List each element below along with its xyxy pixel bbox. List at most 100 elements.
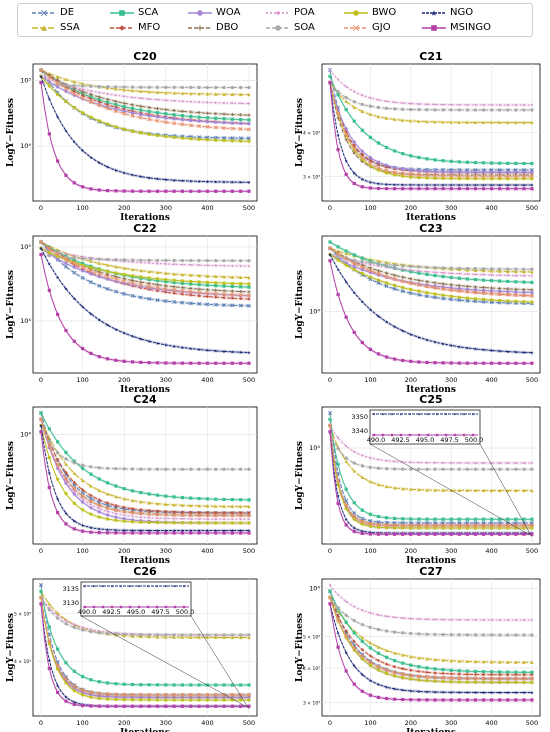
point-bwo: [409, 677, 413, 681]
point-soa: [122, 632, 126, 636]
point-de: [400, 289, 405, 294]
point-ngo: [97, 527, 101, 531]
x-tick-label: 300: [445, 719, 457, 727]
point-msingo: [328, 80, 332, 85]
point-sca: [47, 427, 51, 431]
point-bwo: [130, 129, 135, 133]
inset-box: [80, 581, 192, 617]
point-ngo: [130, 334, 135, 338]
point-poa: [148, 97, 151, 100]
point-msingo: [122, 189, 126, 193]
point-msingo: [473, 187, 478, 191]
point-mfo: [205, 294, 209, 299]
point-ngo: [39, 423, 43, 428]
point-bwo: [189, 521, 193, 525]
point-sca: [247, 285, 251, 289]
point-msingo: [247, 531, 251, 535]
point-mfo: [164, 509, 168, 514]
point-ngo: [336, 133, 340, 137]
point-msingo: [230, 531, 234, 535]
point-gjo: [138, 115, 143, 120]
point-ngo: [155, 341, 160, 345]
point-bwo: [360, 522, 364, 526]
point-gjo: [138, 282, 143, 287]
point-woa: [465, 287, 469, 291]
point-gjo: [400, 171, 405, 176]
point-dbo: [189, 110, 193, 114]
point-ngo: [473, 183, 478, 187]
point-sca: [473, 669, 478, 674]
point-sca: [205, 116, 209, 120]
point-ngo: [352, 171, 356, 175]
point-bwo: [155, 521, 160, 525]
point-poa: [239, 518, 242, 521]
point-sca: [352, 119, 356, 123]
point-gjo: [113, 277, 118, 282]
point-bwo: [425, 526, 429, 530]
point-soa: [97, 631, 101, 635]
point-dbo: [384, 271, 389, 275]
point-sca: [105, 681, 110, 685]
chart-title: C27: [419, 565, 442, 578]
point-ssa: [465, 120, 469, 124]
point-poa: [65, 480, 67, 482]
point-soa: [164, 258, 168, 263]
point-sca: [139, 683, 143, 687]
point-sca: [336, 93, 340, 97]
point-woa: [155, 695, 160, 700]
point-soa: [506, 467, 510, 471]
point-poa: [345, 600, 348, 603]
point-bwo: [205, 521, 209, 525]
point-dbo: [352, 151, 356, 155]
y-axis-label: LogY−Fitness: [6, 613, 16, 682]
point-dbo: [214, 112, 218, 116]
point-sca: [425, 272, 429, 277]
point-gjo: [230, 513, 235, 518]
point-msingo: [222, 361, 226, 365]
point-gjo: [489, 174, 494, 179]
point-gjo: [400, 523, 405, 528]
point-sca: [205, 683, 209, 687]
point-ssa: [189, 635, 193, 639]
point-sca: [393, 149, 397, 153]
point-poa: [409, 617, 412, 620]
point-poa: [531, 104, 533, 106]
point-bwo: [384, 171, 389, 175]
point-msingo: [56, 159, 60, 163]
inset-point-ngo: [462, 412, 466, 416]
point-gjo: [328, 246, 332, 251]
point-woa: [490, 289, 494, 293]
point-de: [457, 168, 462, 172]
point-ngo: [376, 182, 381, 186]
point-sca: [490, 161, 494, 165]
point-gjo: [97, 272, 102, 276]
x-axis-label: Iterations: [120, 728, 170, 732]
point-poa: [401, 268, 404, 271]
point-poa: [65, 619, 67, 622]
point-msingo: [368, 186, 372, 190]
point-bwo: [481, 680, 486, 684]
point-ssa: [425, 488, 429, 492]
point-sca: [376, 651, 381, 655]
point-ssa: [122, 88, 126, 92]
point-soa: [230, 633, 234, 637]
point-woa: [214, 695, 218, 700]
point-ssa: [481, 269, 486, 273]
point-soa: [155, 258, 160, 262]
point-sca: [72, 258, 76, 262]
x-tick-label: 400: [201, 376, 213, 384]
point-poa: [377, 458, 380, 461]
point-bwo: [214, 281, 218, 285]
point-ssa: [417, 488, 421, 492]
point-ngo: [214, 180, 218, 184]
point-gjo: [39, 240, 43, 244]
point-soa: [449, 467, 453, 471]
point-gjo: [368, 521, 373, 526]
inset-x-tick: 497.5: [151, 608, 170, 616]
point-bwo: [360, 657, 364, 661]
inset-point-ngo: [119, 584, 123, 588]
y-tick-label: 5 × 10³: [303, 635, 320, 641]
point-ssa: [172, 635, 176, 639]
point-soa: [498, 467, 502, 471]
legend-label: DE: [60, 7, 75, 18]
